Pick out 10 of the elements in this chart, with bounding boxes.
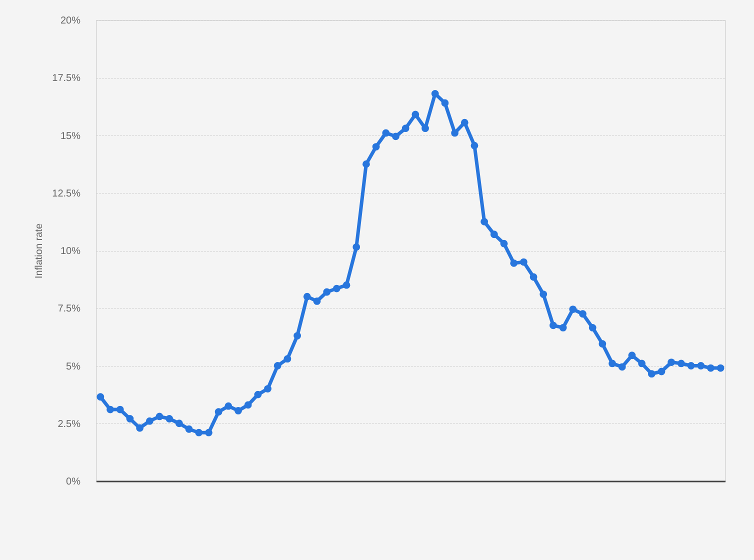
- y-tick-label: 7.5%: [58, 304, 81, 315]
- y-tick-label: 0%: [66, 476, 81, 488]
- y-tick-label: 12.5%: [52, 188, 81, 200]
- y-tick-label: 15%: [60, 130, 81, 142]
- y-tick-label: 2.5%: [58, 418, 81, 430]
- y-tick-label: 10%: [60, 246, 81, 257]
- y-tick-label: 5%: [66, 361, 81, 372]
- y-tick-label: 17.5%: [52, 73, 81, 84]
- y-axis-title: Inflation rate: [34, 223, 46, 279]
- y-tick-label: 20%: [60, 16, 81, 26]
